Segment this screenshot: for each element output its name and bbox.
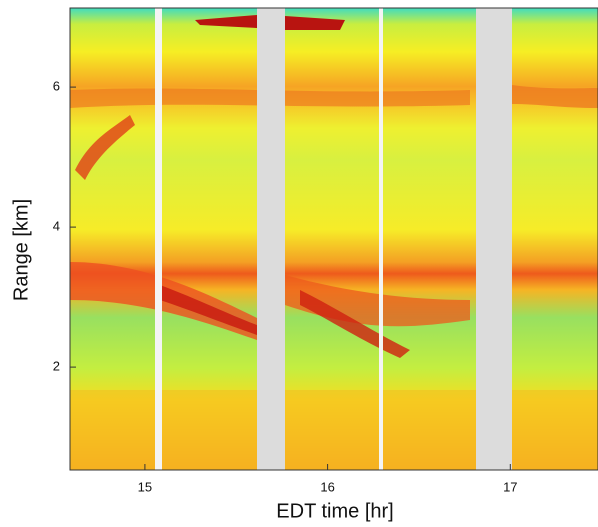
x-tick-label: 17	[503, 479, 517, 494]
y-tick-label: 2	[53, 359, 60, 374]
y-tick-label: 6	[53, 79, 60, 94]
heatmap	[70, 8, 598, 470]
x-axis-title: EDT time [hr]	[276, 500, 393, 522]
x-tick-label: 16	[320, 479, 334, 494]
x-tick-label: 15	[138, 479, 152, 494]
y-axis-title: Range [km]	[10, 199, 32, 301]
plot-frame	[69, 7, 598, 471]
y-tick-label: 4	[53, 219, 60, 234]
